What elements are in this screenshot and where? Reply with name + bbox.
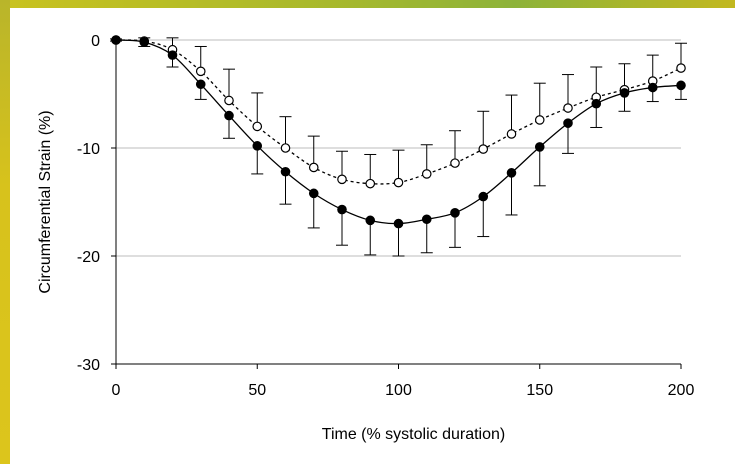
data-point-s0-14 — [506, 129, 517, 139]
data-point-s0-7 — [308, 162, 319, 173]
data-point-s0-5 — [252, 121, 263, 132]
data-point-s0-6 — [280, 143, 291, 153]
data-point-s1-16 — [563, 118, 573, 128]
data-point-s1-13 — [478, 191, 489, 202]
data-point-s1-6 — [280, 166, 291, 177]
data-point-s1-18 — [619, 88, 630, 98]
data-point-s1-20 — [676, 80, 686, 91]
data-point-s1-7 — [308, 188, 319, 199]
data-point-s0-20 — [676, 63, 686, 73]
left-decorative-band — [0, 0, 10, 464]
data-point-s1-2 — [167, 50, 178, 60]
data-point-s1-3 — [195, 79, 206, 90]
tick-marks — [111, 39, 682, 369]
data-point-s0-15 — [534, 115, 545, 125]
error-bars — [110, 37, 687, 257]
y-tick-label: 0 — [91, 33, 100, 50]
data-point-s0-10 — [393, 177, 404, 188]
x-tick-label: 200 — [668, 382, 695, 399]
x-axis-label: Time (% systolic duration) — [322, 426, 505, 443]
x-tick-label: 0 — [112, 382, 121, 399]
chart-panel — [10, 8, 735, 464]
data-point-s1-8 — [337, 204, 347, 215]
x-tick-label: 150 — [526, 382, 553, 399]
data-point-s1-17 — [591, 98, 602, 109]
y-tick-label: -20 — [77, 249, 100, 266]
data-point-s0-4 — [224, 95, 234, 106]
data-point-s1-15 — [534, 142, 545, 152]
data-point-s0-16 — [563, 103, 573, 113]
data-point-s1-9 — [365, 215, 376, 226]
series-markers — [111, 35, 686, 229]
data-point-s1-5 — [252, 141, 263, 151]
data-point-s0-13 — [478, 144, 489, 154]
tick-labels: 0 -10 -20 -30 0 50 100 150 200 — [77, 33, 695, 399]
y-tick-label: -30 — [77, 357, 100, 374]
data-point-s1-14 — [506, 168, 517, 178]
data-point-s1-19 — [647, 82, 658, 93]
x-tick-label: 50 — [248, 382, 266, 399]
data-point-s1-0 — [111, 35, 121, 45]
x-tick-label: 100 — [385, 382, 412, 399]
data-point-s0-3 — [195, 66, 206, 77]
data-point-s1-10 — [393, 218, 404, 229]
data-point-s0-12 — [450, 158, 460, 168]
data-point-s1-11 — [421, 214, 432, 225]
data-point-s0-11 — [421, 169, 432, 179]
data-point-s0-9 — [365, 178, 376, 189]
y-tick-label: -10 — [77, 141, 100, 158]
data-point-s1-12 — [450, 208, 460, 218]
data-point-s0-8 — [337, 174, 347, 185]
top-decorative-band — [0, 0, 735, 8]
y-axis-label: Circumferential Strain (%) — [37, 110, 54, 293]
data-point-s1-1 — [139, 37, 150, 47]
data-point-s1-4 — [224, 110, 234, 121]
